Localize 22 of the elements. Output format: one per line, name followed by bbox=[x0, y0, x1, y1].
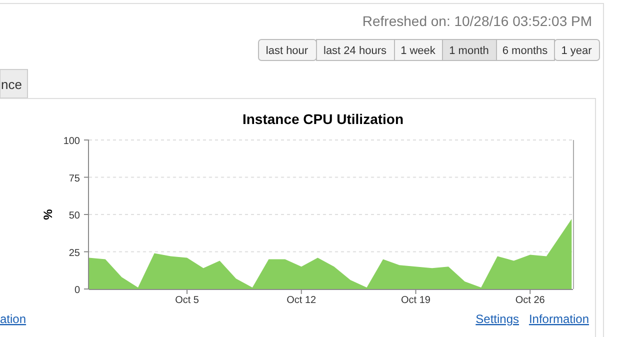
text: ation bbox=[0, 312, 26, 326]
text: last 24 hours bbox=[324, 45, 387, 57]
y-tick-label: 25 bbox=[68, 248, 80, 259]
text: 1 week bbox=[400, 45, 436, 57]
text: 1 month bbox=[449, 45, 489, 57]
x-tick-label: Oct 5 bbox=[175, 295, 200, 306]
chart-title: Instance CPU Utilization bbox=[242, 111, 404, 127]
text: Information bbox=[528, 312, 589, 326]
y-tick-label: 0 bbox=[74, 285, 80, 296]
text: nce bbox=[1, 77, 22, 92]
x-tick-label: Oct 19 bbox=[401, 295, 431, 306]
y-axis-title: % bbox=[41, 208, 55, 220]
text: 1 year bbox=[561, 45, 592, 57]
x-tick-label: Oct 12 bbox=[286, 295, 317, 306]
y-tick-label: 50 bbox=[68, 210, 80, 222]
text: Settings bbox=[476, 312, 519, 326]
x-tick-label: Oct 26 bbox=[515, 295, 546, 306]
text: 6 months bbox=[502, 45, 548, 57]
y-tick-label: 100 bbox=[63, 136, 80, 147]
text: Refreshed on: 10/28/16 03:52:03 PM bbox=[362, 13, 592, 29]
text: last hour bbox=[266, 45, 308, 57]
y-tick-label: 75 bbox=[68, 173, 80, 184]
